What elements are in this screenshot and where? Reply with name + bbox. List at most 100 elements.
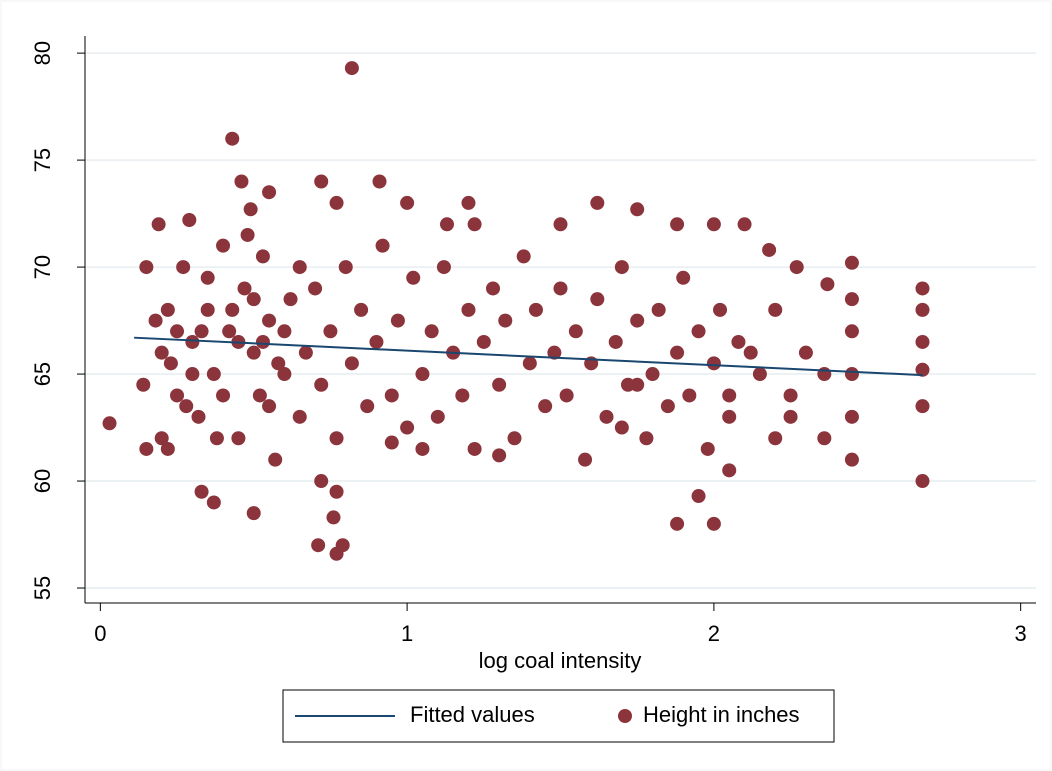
scatter-point [360,399,375,414]
scatter-point [170,324,185,339]
scatter-point [553,217,568,232]
scatter-point [590,292,605,307]
scatter-point [262,313,277,328]
scatter-point [599,409,614,424]
scatter-point [240,227,255,242]
scatter-point [722,388,737,403]
scatter-point [206,495,221,510]
scatter-point [335,538,350,553]
scatter-point [136,377,151,392]
scatter-point [185,367,200,382]
scatter-point [225,302,240,317]
scatter-point [467,217,482,232]
scatter-point [262,185,277,200]
scatter-point [476,334,491,349]
scatter-point [163,356,178,371]
scatter-point [344,356,359,371]
scatter-point [329,484,344,499]
scatter-point [538,399,553,414]
scatter-point [614,260,629,275]
scatter-point [768,431,783,446]
scatter-point [344,61,359,76]
scatter-point [372,174,387,189]
scatter-point [354,302,369,317]
scatter-point [467,441,482,456]
scatter-point [608,334,623,349]
scatter-point [578,452,593,467]
scatter-point [713,302,728,317]
scatter-point [185,334,200,349]
scatter-point [783,388,798,403]
scatter-point [292,409,307,424]
scatter-point [455,388,470,403]
y-tick-label: 60 [30,469,55,493]
scatter-point [915,399,930,414]
x-tick-label: 0 [94,621,106,646]
scatter-point [314,174,329,189]
scatter-point [844,452,859,467]
scatter-point [191,409,206,424]
scatter-point [234,174,249,189]
scatter-point [182,213,197,228]
y-tick-label: 55 [30,576,55,600]
scatter-point [246,345,261,360]
y-tick-label: 80 [30,41,55,65]
scatter-point [461,195,476,210]
y-tick-label: 70 [30,255,55,279]
fitted-line [134,336,923,377]
scatter-point [375,238,390,253]
scatter-point [139,260,154,275]
scatter-point [670,217,685,232]
scatter-point [216,388,231,403]
scatter-point [682,388,697,403]
scatter-point [722,409,737,424]
scatter-point [237,281,252,296]
scatter-point [559,388,574,403]
scatter-point [323,324,338,339]
scatter-point [194,484,209,499]
scatter-point [492,448,507,463]
scatter-point [752,367,767,382]
scatter-point [844,324,859,339]
scatter-point [415,441,430,456]
scatter-point [179,399,194,414]
scatter-point [783,409,798,424]
x-axis-label: log coal intensity [479,648,642,673]
scatter-point [590,195,605,210]
scatter-point [271,356,286,371]
scatter-point [737,217,752,232]
scatter-point [277,324,292,339]
scatter-point [639,431,654,446]
scatter-point [209,431,224,446]
scatter-point [277,367,292,382]
x-tick-label: 2 [708,621,720,646]
scatter-point [915,334,930,349]
scatter-point [691,324,706,339]
scatter-point [268,452,283,467]
scatter-point [314,377,329,392]
scatter-point [439,217,454,232]
scatter-point [170,388,185,403]
scatter-point [492,377,507,392]
scatter-point [216,238,231,253]
scatter-point [194,324,209,339]
legend-label: Fitted values [410,702,535,727]
scatter-point [298,345,313,360]
scatter-point [486,281,501,296]
scatter-point [516,249,531,264]
scatter-point [326,510,341,525]
scatter-point [722,463,737,478]
scatter-point [283,292,298,307]
scatter-point [670,516,685,531]
scatter-point [151,217,166,232]
scatter-point [844,409,859,424]
scatter-point [206,367,221,382]
scatter-point [222,324,237,339]
scatter-point [915,474,930,489]
scatter-point [768,302,783,317]
scatter-point [820,277,835,292]
scatter-point [507,431,522,446]
